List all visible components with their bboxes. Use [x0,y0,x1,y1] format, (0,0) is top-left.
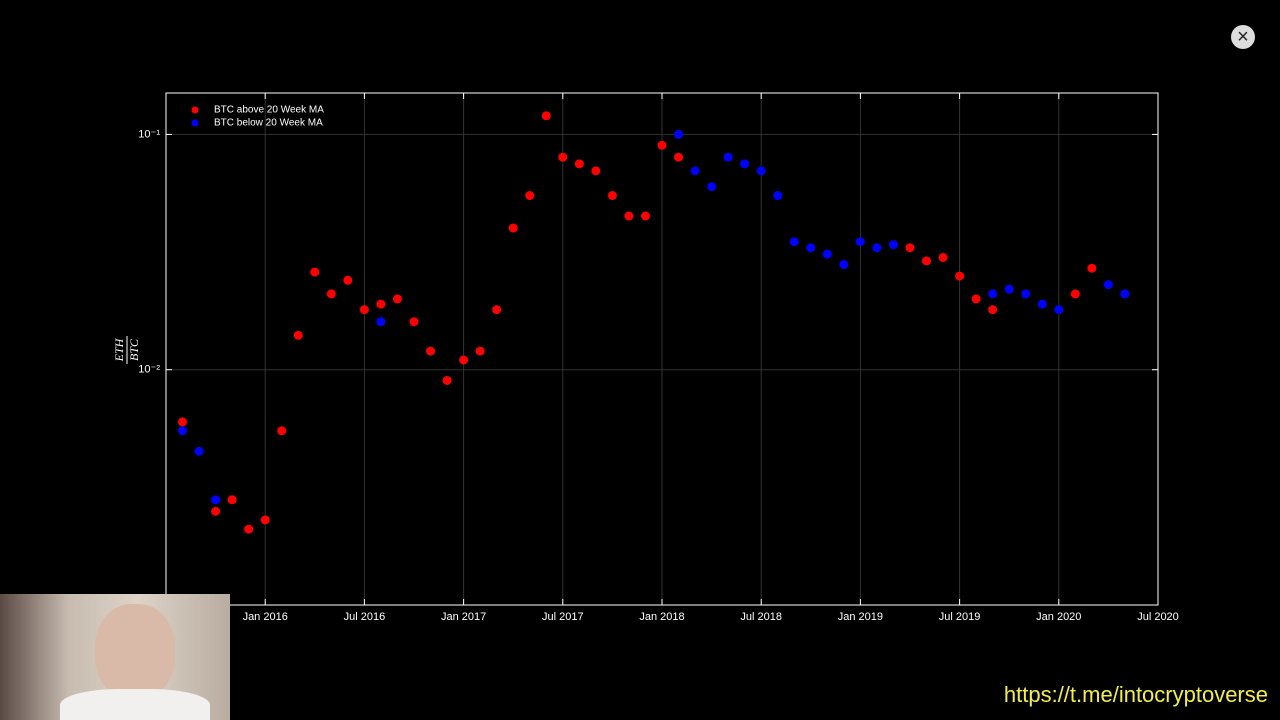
link-text: https://t.me/intocryptoverse [1003,682,1268,707]
webcam-shirt [60,689,210,720]
legend-marker [191,119,199,127]
y-label-numerator: ETH [112,337,126,362]
x-tick-label: Jan 2017 [441,611,486,623]
point [888,240,898,250]
point [392,294,402,304]
x-tick-label: Jan 2018 [639,611,684,623]
legend-marker [191,106,199,114]
point [624,211,634,221]
point [178,426,188,436]
point [310,267,320,277]
point [1037,299,1047,309]
point [376,299,386,309]
point [459,355,469,365]
point [409,317,419,327]
point [806,243,816,253]
point [773,191,783,201]
point [657,140,667,150]
point [359,305,369,315]
point [1021,289,1031,299]
plot-frame [165,92,1159,606]
point [525,191,535,201]
point [822,249,832,259]
point [508,223,518,233]
x-tick-label: Jul 2016 [344,611,386,623]
point [855,237,865,247]
point [922,256,932,266]
point [690,166,700,176]
x-tick-label: Jul 2017 [542,611,584,623]
point [988,289,998,299]
webcam [0,594,230,720]
x-tick-label: Jan 2020 [1036,611,1081,623]
point [1103,280,1113,290]
point [971,294,981,304]
legend-label: BTC above 20 Week MA [214,105,324,116]
point [674,129,684,139]
close-button[interactable]: × [1231,25,1255,49]
point [442,375,452,385]
point [260,515,270,525]
point [343,275,353,285]
point [1087,263,1097,273]
point [194,446,204,456]
point [1120,289,1130,299]
legend-label: BTC below 20 Week MA [214,118,323,129]
point [492,305,502,315]
y-label-denominator: BTC [127,338,141,361]
point [988,305,998,315]
point [1054,305,1064,315]
y-axis-label: ETH BTC [112,336,141,364]
point [227,495,237,505]
point [211,506,221,516]
point [541,111,551,121]
webcam-face [95,604,175,700]
x-tick-label: Jul 2018 [740,611,782,623]
x-tick-label: Jul 2019 [939,611,981,623]
x-tick-label: Jul 2020 [1137,611,1179,623]
point [640,211,650,221]
point [475,346,485,356]
point [426,346,436,356]
point [1070,289,1080,299]
point [376,317,386,327]
point [707,182,717,192]
point [558,152,568,162]
point [674,152,684,162]
y-tick-label: 10⁻² [138,364,160,376]
point [938,252,948,262]
point [277,426,287,436]
point [723,152,733,162]
point [905,243,915,253]
point [293,330,303,340]
point [326,289,336,299]
point [872,243,882,253]
point [244,524,254,534]
point [955,271,965,281]
point [607,191,617,201]
point [211,495,221,505]
x-tick-label: Jan 2016 [243,611,288,623]
point [839,260,849,270]
point [574,159,584,169]
point [178,417,188,427]
point [789,237,799,247]
x-tick-label: Jan 2019 [838,611,883,623]
point [591,166,601,176]
point [740,159,750,169]
y-tick-label: 10⁻¹ [138,128,160,140]
point [1004,284,1014,294]
point [756,166,766,176]
